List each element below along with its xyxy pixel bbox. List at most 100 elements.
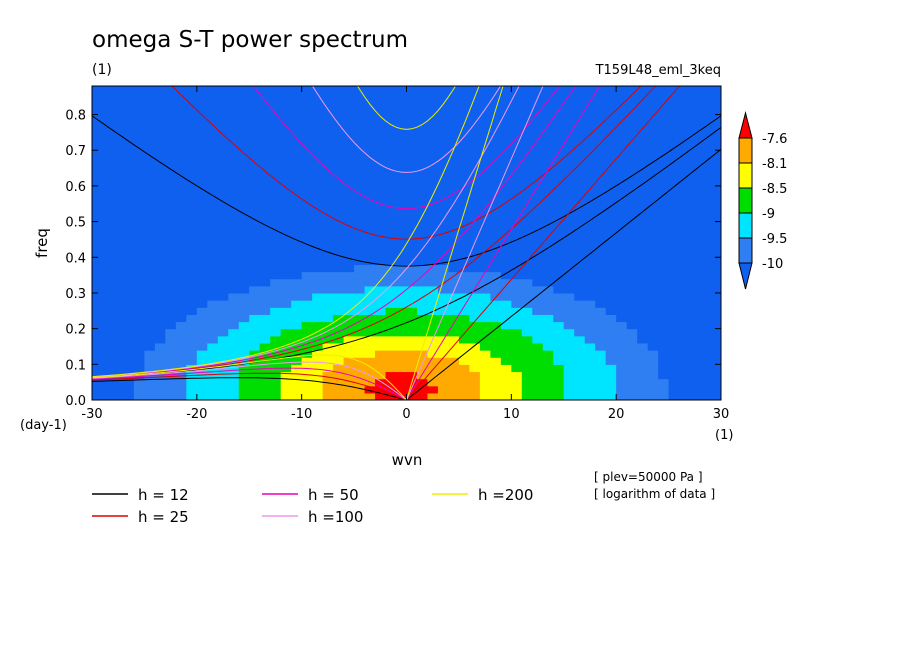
- contour-cell: [479, 392, 491, 400]
- contour-cell: [165, 93, 177, 101]
- contour-cell: [112, 200, 125, 208]
- contour-cell: [511, 200, 523, 208]
- contour-cell: [217, 171, 229, 180]
- contour-cell: [228, 207, 240, 216]
- contour-cell: [595, 328, 607, 337]
- contour-cell: [469, 135, 481, 144]
- contour-cell: [416, 143, 429, 151]
- contour-cell: [437, 321, 450, 330]
- contour-cell: [301, 328, 313, 337]
- contour-cell: [259, 178, 271, 187]
- contour-cell: [553, 314, 565, 323]
- contour-cell: [102, 114, 114, 123]
- contour-cell: [238, 143, 250, 151]
- contour-cell: [364, 157, 376, 166]
- contour-cell: [354, 143, 366, 151]
- contour-cell: [217, 292, 229, 301]
- contour-cell: [595, 378, 607, 387]
- contour-cell: [689, 243, 701, 251]
- contour-cell: [637, 300, 649, 308]
- contour-cell: [521, 235, 533, 244]
- contour-cell: [647, 135, 659, 144]
- contour-cell: [228, 328, 240, 337]
- y-tick-label: 0.4: [65, 251, 86, 266]
- contour-cell: [364, 178, 376, 187]
- contour-cell: [228, 200, 240, 208]
- contour-cell: [437, 264, 450, 273]
- contour-cell: [416, 114, 429, 123]
- contour-cell: [647, 350, 659, 358]
- contour-cell: [165, 185, 177, 194]
- contour-cell: [385, 221, 397, 230]
- contour-cell: [259, 171, 271, 180]
- contour-cell: [238, 164, 250, 173]
- contour-cell: [458, 357, 470, 365]
- contour-cell: [123, 107, 135, 116]
- contour-cell: [479, 300, 491, 308]
- contour-cell: [437, 278, 450, 287]
- contour-cell: [396, 371, 408, 380]
- contour-cell: [133, 264, 146, 273]
- contour-cell: [175, 392, 187, 400]
- contour-cell: [584, 200, 596, 208]
- contour-cell: [626, 164, 638, 173]
- contour-cell: [689, 150, 701, 158]
- contour-cell: [595, 207, 607, 216]
- contour-cell: [249, 328, 261, 337]
- contour-cell: [375, 335, 387, 344]
- contour-cell: [511, 271, 523, 280]
- contour-cell: [343, 228, 355, 237]
- contour-cell: [658, 86, 670, 94]
- contour-cell: [102, 328, 114, 337]
- contour-cell: [511, 285, 523, 294]
- contour-cell: [710, 335, 721, 344]
- contour-cell: [385, 128, 397, 137]
- contour-cell: [437, 193, 450, 201]
- contour-cell: [500, 371, 512, 380]
- contour-cell: [92, 342, 104, 351]
- contour-cell: [375, 100, 387, 109]
- contour-cell: [354, 121, 366, 130]
- contour-cell: [626, 235, 638, 244]
- contour-cell: [427, 385, 439, 394]
- contour-cell: [532, 121, 544, 130]
- contour-cell: [343, 164, 355, 173]
- contour-cell: [291, 335, 303, 344]
- contour-cell: [710, 193, 721, 201]
- contour-cell: [249, 300, 261, 308]
- contour-cell: [249, 278, 261, 287]
- contour-cell: [375, 307, 387, 315]
- contour-cell: [563, 235, 575, 244]
- contour-cell: [207, 292, 219, 301]
- contour-cell: [458, 371, 470, 380]
- contour-cell: [196, 335, 208, 344]
- contour-cell: [490, 300, 502, 308]
- contour-cell: [154, 350, 166, 358]
- contour-cell: [322, 157, 334, 166]
- contour-cell: [123, 243, 135, 251]
- contour-cell: [500, 143, 512, 151]
- contour-cell: [217, 185, 229, 194]
- contour-cell: [238, 107, 250, 116]
- contour-cell: [291, 357, 303, 365]
- contour-cell: [354, 307, 366, 315]
- contour-cell: [647, 243, 659, 251]
- contour-cell: [584, 235, 596, 244]
- contour-cell: [322, 93, 334, 101]
- contour-cell: [574, 371, 586, 380]
- contour-cell: [228, 271, 240, 280]
- contour-cell: [595, 321, 607, 330]
- contour-cell: [375, 257, 387, 266]
- contour-cell: [249, 100, 261, 109]
- contour-cell: [406, 221, 418, 230]
- x-unit-label: (1): [715, 428, 733, 443]
- contour-cell: [249, 143, 261, 151]
- contour-cell: [301, 292, 313, 301]
- contour-cell: [532, 278, 544, 287]
- contour-cell: [605, 185, 617, 194]
- contour-cell: [123, 335, 135, 344]
- contour-cell: [700, 86, 712, 94]
- contour-cell: [280, 114, 292, 123]
- contour-cell: [406, 342, 418, 351]
- contour-cell: [521, 321, 533, 330]
